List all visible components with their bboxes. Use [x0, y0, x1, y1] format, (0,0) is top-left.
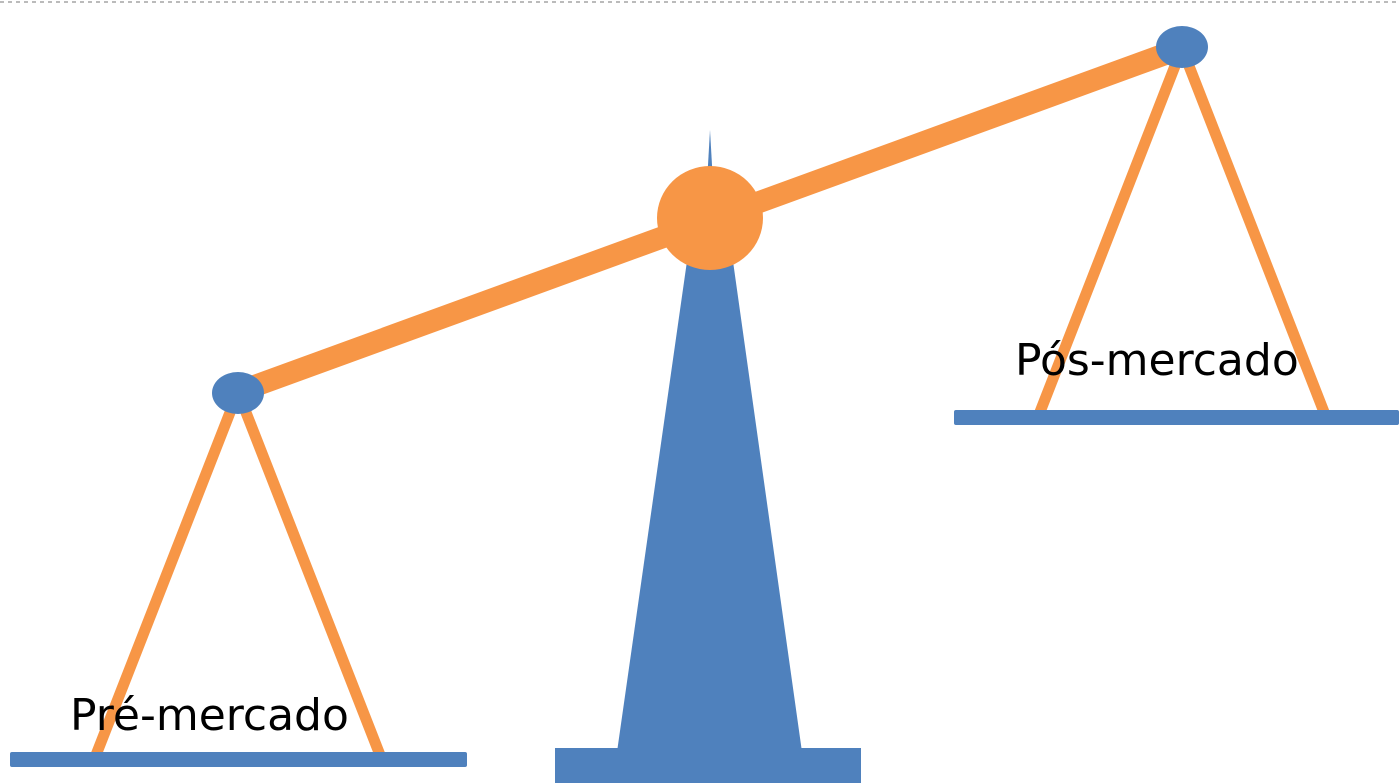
right-string — [1176, 46, 1330, 414]
right-hook — [1156, 26, 1208, 68]
right-label: Pós-mercado — [1015, 335, 1299, 386]
pivot — [657, 166, 763, 270]
left-hook — [212, 372, 264, 414]
right-pan — [954, 410, 1399, 425]
left-string — [232, 389, 386, 758]
left-label: Pré-mercado — [70, 690, 349, 741]
pillar-base — [555, 748, 861, 783]
left-string — [90, 389, 244, 758]
left-pan — [10, 752, 467, 767]
pillar — [617, 240, 802, 752]
right-string — [1034, 46, 1188, 414]
